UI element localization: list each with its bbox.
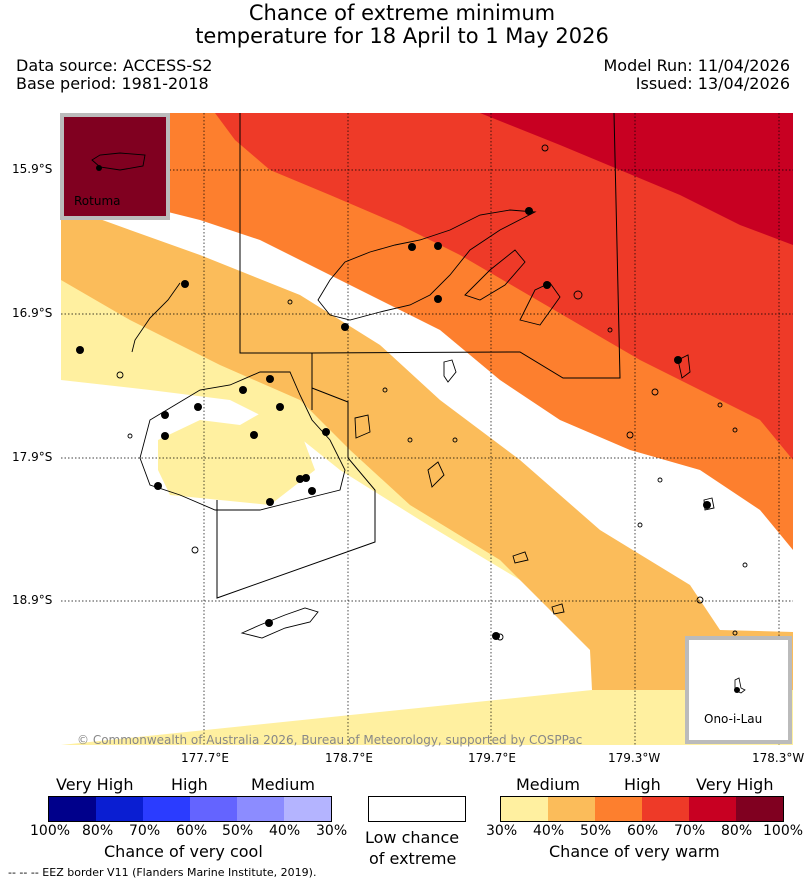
inset-ono-label: Ono-i-Lau (704, 712, 763, 726)
inset-rotuma-label: Rotuma (74, 194, 121, 208)
lat-label: 18.9°S (12, 593, 53, 607)
warm-tick: 30% (486, 823, 518, 839)
warm-tick: 50% (580, 823, 612, 839)
forecast-map (60, 113, 793, 745)
warm-tick: 80% (721, 823, 753, 839)
lat-label: 16.9°S (12, 306, 53, 320)
cool-tick: 30% (316, 823, 348, 839)
cool-header-very-high: Very High (56, 775, 134, 794)
island-outlines (116, 144, 748, 641)
warm-tick: 60% (627, 823, 659, 839)
warm-swatch (501, 797, 548, 821)
band-70-80 (480, 113, 793, 245)
cool-swatch (190, 797, 237, 821)
lat-label: 15.9°S (12, 162, 53, 176)
cool-colorbar (48, 796, 332, 822)
low-chance-label-2: of extreme (369, 849, 457, 868)
warm-header-medium: Medium (516, 775, 580, 794)
band-40-50 (61, 205, 793, 690)
low-chance-west (158, 405, 315, 505)
eez-footnote: -- -- -- EEZ border V11 (Flanders Marine… (8, 866, 317, 879)
copyright-notice: © Commonwealth of Australia 2026, Bureau… (77, 733, 583, 747)
band-60-70 (215, 113, 793, 460)
cool-swatch (237, 797, 284, 821)
issued-date: Issued: 13/04/2026 (635, 74, 790, 93)
inset-rotuma (60, 113, 170, 220)
lat-label: 17.9°S (12, 450, 53, 464)
cool-tick: 50% (222, 823, 254, 839)
warm-swatch (595, 797, 642, 821)
cool-swatch (96, 797, 143, 821)
warm-header-very-high: Very High (696, 775, 774, 794)
cool-tick: 80% (82, 823, 114, 839)
cool-tick: 100% (30, 823, 71, 839)
lon-label: 179.3°W (608, 751, 661, 765)
cool-tick: 70% (129, 823, 161, 839)
lon-label: 178.7°E (325, 751, 373, 765)
warm-swatch (548, 797, 595, 821)
low-chance-label-1: Low chance (365, 828, 460, 847)
warm-header-high: High (624, 775, 661, 794)
base-period: Base period: 1981-2018 (16, 74, 209, 93)
lon-label: 179.7°E (468, 751, 516, 765)
warm-tick: 70% (674, 823, 706, 839)
model-run: Model Run: 11/04/2026 (603, 56, 791, 75)
low-chance-swatch (368, 796, 466, 822)
warm-colorbar (500, 796, 784, 822)
cool-legend-title: Chance of very cool (104, 842, 263, 861)
warm-legend-title: Chance of very warm (549, 842, 720, 861)
cool-tick: 40% (269, 823, 301, 839)
title-line-1: Chance of extreme minimum (248, 1, 556, 25)
warm-tick: 100% (763, 823, 804, 839)
data-source: Data source: ACCESS-S2 (16, 56, 213, 75)
warm-swatch (642, 797, 689, 821)
cool-tick: 60% (176, 823, 208, 839)
station-markers (76, 207, 711, 640)
division-boundaries (216, 113, 621, 599)
lon-label: 177.7°E (181, 751, 229, 765)
warm-swatch (736, 797, 783, 821)
cool-swatch (49, 797, 96, 821)
lon-label: 178.3°W (752, 751, 804, 765)
warm-swatch (689, 797, 736, 821)
cool-swatch (284, 797, 331, 821)
cool-header-high: High (171, 775, 208, 794)
inset-ono-i-lau (685, 636, 792, 744)
cool-swatch (143, 797, 190, 821)
warm-tick: 40% (533, 823, 565, 839)
title-line-2: temperature for 18 April to 1 May 2026 (195, 24, 609, 48)
cool-header-medium: Medium (251, 775, 315, 794)
